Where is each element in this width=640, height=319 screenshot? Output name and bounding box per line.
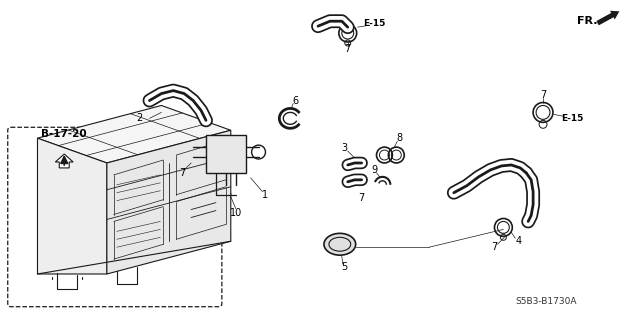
Text: 7: 7	[344, 44, 351, 54]
Text: B-17-20: B-17-20	[42, 129, 87, 139]
Text: E-15: E-15	[364, 19, 386, 28]
Text: 1: 1	[262, 190, 269, 200]
Polygon shape	[38, 106, 231, 163]
Text: 10: 10	[230, 208, 242, 218]
Text: 5: 5	[342, 262, 348, 272]
Text: 7: 7	[492, 242, 497, 252]
Text: 9: 9	[371, 165, 378, 175]
Text: E-15: E-15	[561, 114, 584, 123]
Text: 8: 8	[396, 133, 403, 143]
Text: 7: 7	[540, 90, 546, 100]
Text: 4: 4	[515, 236, 522, 246]
Text: FR.: FR.	[577, 16, 598, 26]
Text: 7: 7	[358, 193, 365, 203]
Text: 2: 2	[136, 113, 143, 123]
Text: S5B3-B1730A: S5B3-B1730A	[515, 297, 577, 306]
Text: 7: 7	[179, 168, 186, 178]
Ellipse shape	[324, 234, 356, 255]
Bar	[206, 135, 246, 173]
Text: 3: 3	[342, 143, 348, 153]
Polygon shape	[107, 130, 231, 274]
Text: 6: 6	[292, 95, 298, 106]
Polygon shape	[38, 138, 107, 274]
FancyArrow shape	[596, 11, 620, 26]
FancyArrow shape	[55, 154, 73, 168]
